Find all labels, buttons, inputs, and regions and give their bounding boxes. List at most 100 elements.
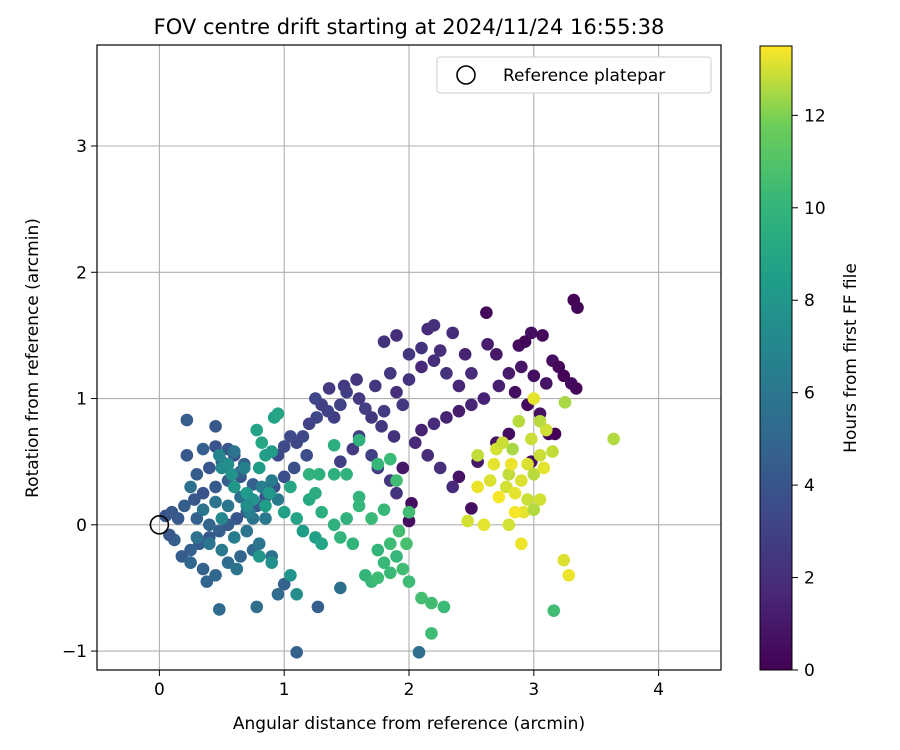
- data-point: [521, 493, 534, 506]
- data-point: [213, 449, 226, 462]
- data-point: [500, 480, 513, 494]
- data-point: [465, 502, 478, 515]
- data-point: [502, 467, 516, 481]
- data-point: [371, 457, 385, 471]
- data-point: [502, 518, 516, 532]
- data-point: [250, 423, 264, 437]
- data-point: [290, 512, 303, 525]
- data-point: [408, 436, 422, 450]
- data-point: [188, 493, 201, 506]
- data-point: [508, 505, 522, 519]
- data-point: [383, 566, 397, 580]
- data-point: [412, 646, 426, 659]
- data-point: [310, 411, 323, 424]
- data-point: [525, 326, 538, 340]
- data-point: [371, 571, 385, 585]
- data-point: [200, 575, 214, 588]
- data-point: [221, 457, 235, 471]
- data-point: [352, 433, 366, 447]
- data-point: [515, 474, 528, 487]
- data-point: [437, 600, 451, 614]
- data-point: [377, 503, 391, 516]
- data-point: [569, 382, 583, 395]
- data-point: [234, 550, 247, 563]
- data-point: [237, 461, 251, 475]
- data-point: [452, 470, 466, 484]
- reference-platepar-marker: [149, 514, 170, 535]
- data-point: [203, 537, 216, 551]
- data-point: [352, 392, 366, 405]
- data-point: [471, 449, 484, 462]
- data-point: [492, 490, 506, 504]
- data-point: [365, 512, 378, 525]
- data-point: [255, 436, 269, 450]
- data-point: [312, 467, 326, 481]
- data-point: [209, 569, 222, 582]
- data-point: [334, 398, 347, 412]
- x-tick-label: 2: [404, 680, 415, 700]
- data-point: [465, 398, 478, 412]
- data-point: [284, 569, 297, 582]
- data-point: [539, 377, 553, 390]
- data-point: [390, 474, 403, 487]
- data-point: [517, 505, 531, 519]
- data-point: [512, 414, 526, 428]
- data-point: [277, 577, 291, 591]
- data-point: [502, 427, 516, 441]
- data-point: [221, 499, 235, 513]
- data-point: [175, 550, 189, 563]
- data-point: [240, 499, 254, 513]
- data-point: [546, 445, 559, 458]
- data-point: [259, 512, 272, 525]
- colorbar-tick-label: 0: [804, 661, 815, 681]
- data-point: [190, 467, 204, 481]
- data-point: [290, 587, 303, 601]
- data-point: [252, 537, 266, 551]
- data-point: [607, 432, 620, 446]
- data-point: [265, 556, 279, 569]
- data-point: [359, 402, 372, 415]
- data-point: [415, 591, 428, 605]
- data-point: [377, 404, 391, 418]
- data-point: [165, 505, 179, 519]
- data-point: [562, 569, 576, 582]
- data-point: [421, 449, 435, 462]
- data-point: [369, 379, 382, 393]
- colorbar-tick-label: 8: [804, 291, 815, 311]
- data-point: [259, 499, 272, 513]
- data-point: [322, 382, 336, 395]
- data-point: [277, 440, 291, 453]
- y-tick-label: 2: [76, 263, 87, 283]
- data-point: [215, 543, 229, 557]
- data-point: [427, 417, 441, 431]
- data-point: [521, 457, 534, 471]
- data-point: [213, 524, 226, 538]
- data-point: [265, 474, 279, 487]
- data-point: [440, 366, 453, 380]
- data-point: [180, 413, 194, 427]
- data-point: [492, 379, 506, 393]
- colorbar-tick-label: 2: [804, 569, 815, 589]
- y-axis-label: Rotation from reference (arcmin): [23, 218, 43, 498]
- legend-box: [436, 56, 712, 94]
- data-point: [487, 457, 501, 471]
- data-point: [227, 445, 241, 458]
- data-point: [425, 627, 438, 640]
- legend: Reference platepar: [436, 56, 712, 94]
- data-point: [215, 512, 229, 525]
- data-points: [159, 293, 620, 659]
- data-point: [209, 495, 222, 509]
- data-point: [502, 366, 516, 380]
- data-point: [240, 524, 254, 538]
- grid: [97, 45, 721, 670]
- chart-title: FOV centre drift starting at 2024/11/24 …: [154, 15, 665, 39]
- data-point: [221, 556, 235, 569]
- data-point: [375, 420, 388, 433]
- data-point: [402, 505, 416, 519]
- data-point: [415, 360, 428, 374]
- data-point: [309, 392, 322, 405]
- data-point: [508, 486, 522, 500]
- y-tick-label: 3: [76, 137, 87, 157]
- data-point: [271, 587, 285, 601]
